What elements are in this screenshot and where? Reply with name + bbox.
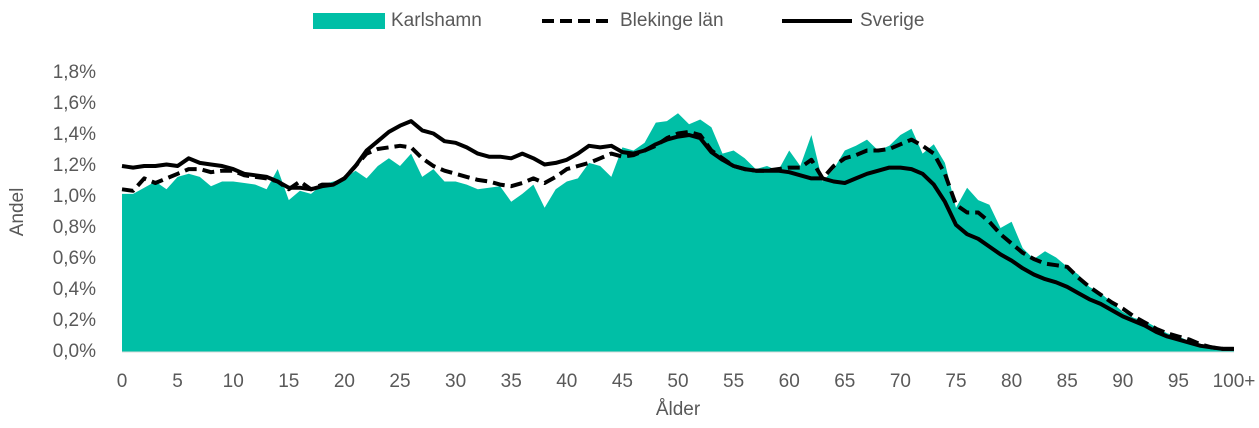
x-tick-label: 90 bbox=[1112, 371, 1133, 392]
x-tick-label: 20 bbox=[334, 371, 355, 392]
y-tick-label: 1,0% bbox=[53, 186, 96, 207]
legend-label: Karlshamn bbox=[391, 10, 482, 31]
x-tick-label: 80 bbox=[1001, 371, 1022, 392]
legend-label: Blekinge län bbox=[620, 10, 724, 31]
y-tick-label: 0,0% bbox=[53, 341, 96, 362]
x-tick-label: 100+ bbox=[1213, 371, 1256, 392]
area bbox=[122, 113, 1234, 352]
line bbox=[121, 119, 1234, 351]
x-tick-label: 95 bbox=[1168, 371, 1189, 392]
legend-swatch bbox=[313, 13, 385, 29]
y-axis-label: Andel bbox=[7, 188, 28, 237]
y-tick-label: 0,4% bbox=[53, 279, 96, 300]
x-tick-label: 75 bbox=[945, 371, 966, 392]
x-tick-label: 30 bbox=[445, 371, 466, 392]
y-tick-label: 1,4% bbox=[53, 124, 96, 145]
x-tick-label: 70 bbox=[890, 371, 911, 392]
x-tick-label: 10 bbox=[223, 371, 244, 392]
x-tick-label: 0 bbox=[117, 371, 128, 392]
y-tick-label: 1,6% bbox=[53, 93, 96, 114]
x-tick-label: 35 bbox=[501, 371, 522, 392]
x-tick-label: 60 bbox=[779, 371, 800, 392]
y-tick-label: 1,8% bbox=[53, 62, 96, 83]
legend-label: Sverige bbox=[860, 10, 924, 31]
x-tick-label: 25 bbox=[389, 371, 410, 392]
x-tick-label: 40 bbox=[556, 371, 577, 392]
y-tick-label: 0,6% bbox=[53, 248, 96, 269]
y-tick-label: 0,2% bbox=[53, 310, 96, 331]
y-tick-label: 1,2% bbox=[53, 155, 96, 176]
line bbox=[121, 129, 1234, 351]
x-tick-label: 55 bbox=[723, 371, 744, 392]
x-tick-label: 85 bbox=[1057, 371, 1078, 392]
x-tick-label: 65 bbox=[834, 371, 855, 392]
y-tick-label: 0,8% bbox=[53, 217, 96, 238]
x-tick-label: 45 bbox=[612, 371, 633, 392]
x-tick-label: 50 bbox=[667, 371, 688, 392]
x-tick-label: 5 bbox=[172, 371, 183, 392]
x-tick-label: 15 bbox=[278, 371, 299, 392]
x-axis-label: Ålder bbox=[656, 399, 701, 420]
